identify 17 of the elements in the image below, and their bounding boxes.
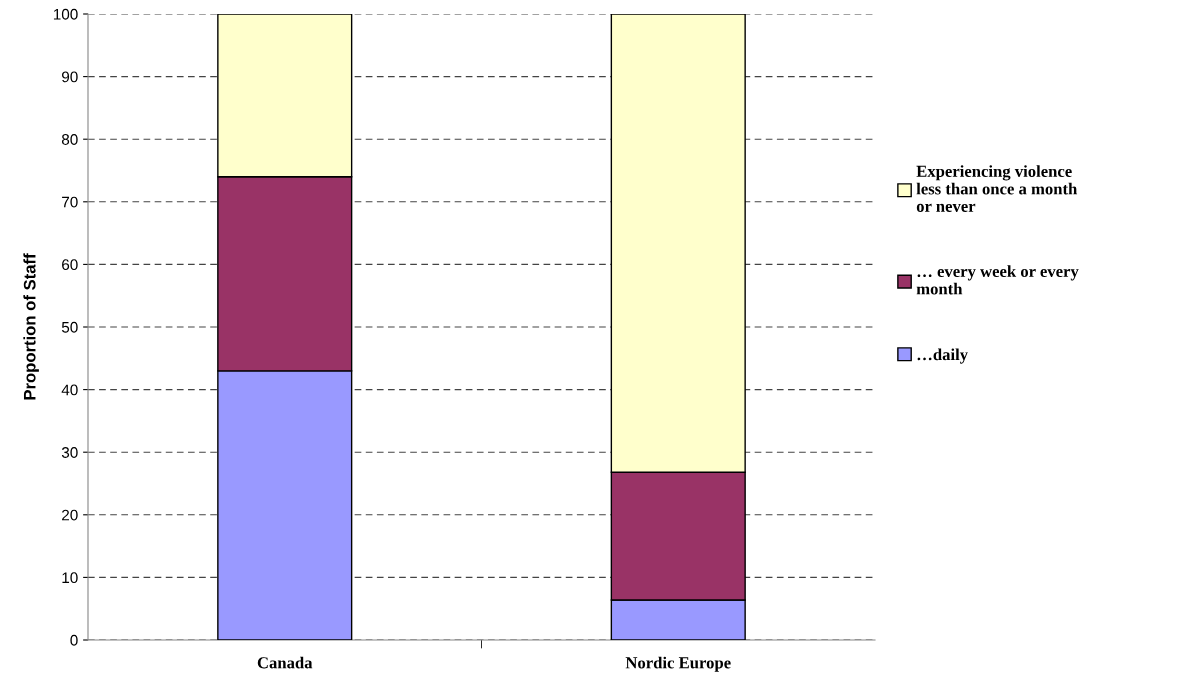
x-tick-label: Nordic Europe xyxy=(625,656,731,672)
y-tick-label: 30 xyxy=(61,447,78,458)
y-axis-title: Proportion of Staff xyxy=(23,253,39,400)
y-tick-label: 40 xyxy=(61,384,78,396)
y-tick-label: 70 xyxy=(62,196,78,208)
y-tick-label: 0 xyxy=(70,634,78,646)
x-tick-label: Canada xyxy=(257,656,313,669)
y-tick-label: 60 xyxy=(62,259,78,271)
legend-label: … every week or every month xyxy=(916,265,1079,295)
y-tick-label: 50 xyxy=(61,321,78,333)
legend-label: …daily xyxy=(917,348,968,364)
y-tick-label: 10 xyxy=(62,572,78,584)
y-tick-label: 100 xyxy=(53,8,78,20)
y-tick-label: 20 xyxy=(62,509,78,521)
y-tick-label: 90 xyxy=(62,71,78,83)
legend-label: Experiencing violence less than once a month or never xyxy=(916,165,1078,212)
y-tick-label: 80 xyxy=(61,134,78,145)
